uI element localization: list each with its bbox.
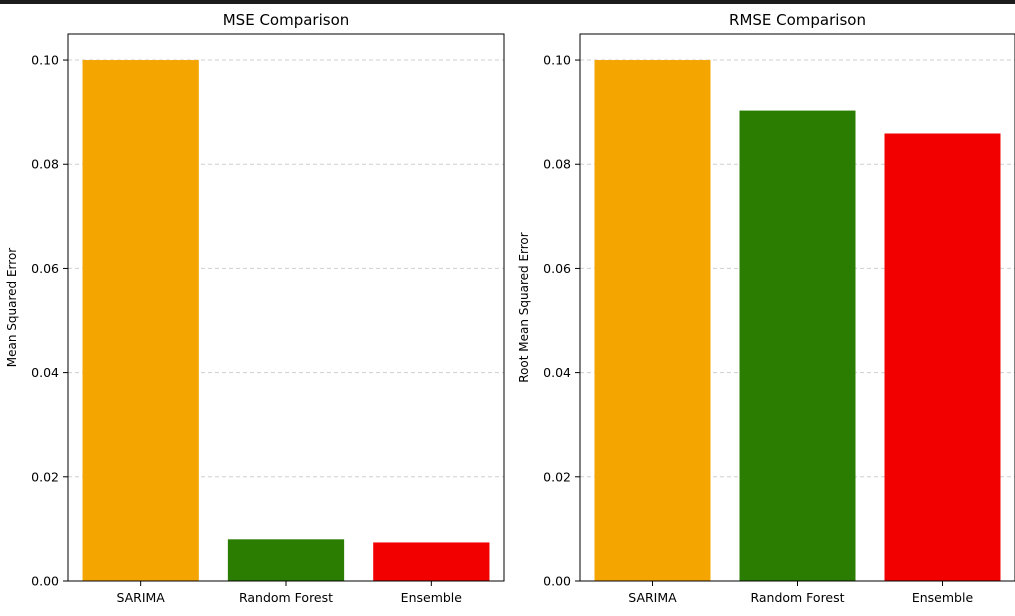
y-tick-label: 0.06 (31, 261, 59, 276)
bar-random-forest (739, 110, 856, 581)
y-tick-label: 0.02 (543, 469, 571, 484)
y-axis-label: Root Mean Squared Error (517, 232, 531, 383)
x-tick-label: SARIMA (116, 590, 165, 605)
y-tick-label: 0.10 (543, 53, 571, 68)
y-tick-label: 0.00 (543, 574, 571, 589)
y-tick-label: 0.08 (31, 157, 59, 172)
x-tick-label: SARIMA (628, 590, 677, 605)
bar-ensemble (884, 133, 1001, 582)
y-tick-label: 0.02 (31, 469, 59, 484)
chart-title: RMSE Comparison (729, 11, 866, 29)
chart-title: MSE Comparison (223, 11, 350, 29)
x-tick-label: Ensemble (401, 590, 463, 605)
bar-ensemble (373, 542, 490, 581)
y-tick-label: 0.08 (543, 157, 571, 172)
y-tick-label: 0.04 (543, 365, 571, 380)
bar-random-forest (227, 539, 345, 581)
y-tick-label: 0.04 (31, 365, 59, 380)
axes-frame (67, 33, 505, 582)
x-tick-label: Ensemble (912, 590, 974, 605)
y-tick-label: 0.10 (31, 53, 59, 68)
bar-sarima (594, 60, 711, 582)
y-tick-label: 0.06 (543, 261, 571, 276)
x-tick-label: Random Forest (750, 590, 844, 605)
x-tick-label: Random Forest (239, 590, 333, 605)
chart-panel-1: 0.00 0.02 0.04 0.06 0.08 0.10 SARIMA Random For… (5, 11, 505, 605)
bar-sarima (82, 60, 199, 582)
axes-frame (579, 33, 1015, 582)
chart-panel-2: 0.00 0.02 0.04 0.06 0.08 0.10 SARIMA Random For… (517, 11, 1015, 605)
y-axis-label: Mean Squared Error (5, 248, 19, 368)
window-top-bar (0, 0, 1015, 4)
y-tick-label: 0.00 (31, 574, 59, 589)
